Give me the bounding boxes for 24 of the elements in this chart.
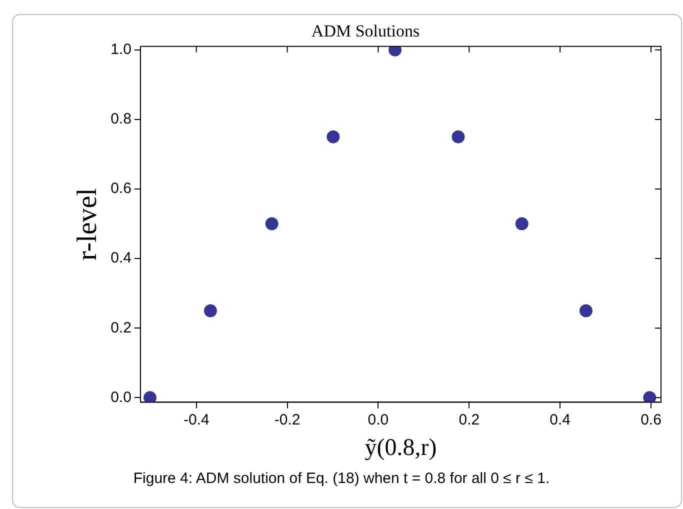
x-tick-label: 0.2 <box>458 411 480 428</box>
point <box>326 130 340 144</box>
y-axis-title: r-level <box>72 188 104 261</box>
y-tick-label: 0.0 <box>110 388 132 406</box>
y-tick-label: 0.2 <box>110 319 132 336</box>
x-tick-label: 0.0 <box>368 411 389 428</box>
y-tick-label: 0.4 <box>110 250 132 267</box>
x-axis-title: ỹ(0.8,r) <box>364 434 437 461</box>
point <box>515 217 528 230</box>
y-tick-label: 1.0 <box>110 41 132 58</box>
chart-title: ADM Solutions <box>311 22 420 41</box>
point <box>579 304 592 318</box>
x-tick-label: 0.6 <box>640 411 662 428</box>
point <box>144 391 156 402</box>
x-tick-label: 0.4 <box>550 411 571 428</box>
point <box>452 130 465 144</box>
x-tick-label: -0.4 <box>183 411 210 428</box>
y-tick-label: 0.6 <box>110 180 132 198</box>
point <box>643 391 656 402</box>
y-tick-label: 0.8 <box>110 110 132 128</box>
point <box>204 304 217 318</box>
caption: Figure 4: ADM solution of Eq. (18) when t = 0.8 for all 0 ≤ r ≤ 1. <box>132 470 551 487</box>
x-tick-label: -0.2 <box>274 411 300 428</box>
point <box>265 217 278 230</box>
